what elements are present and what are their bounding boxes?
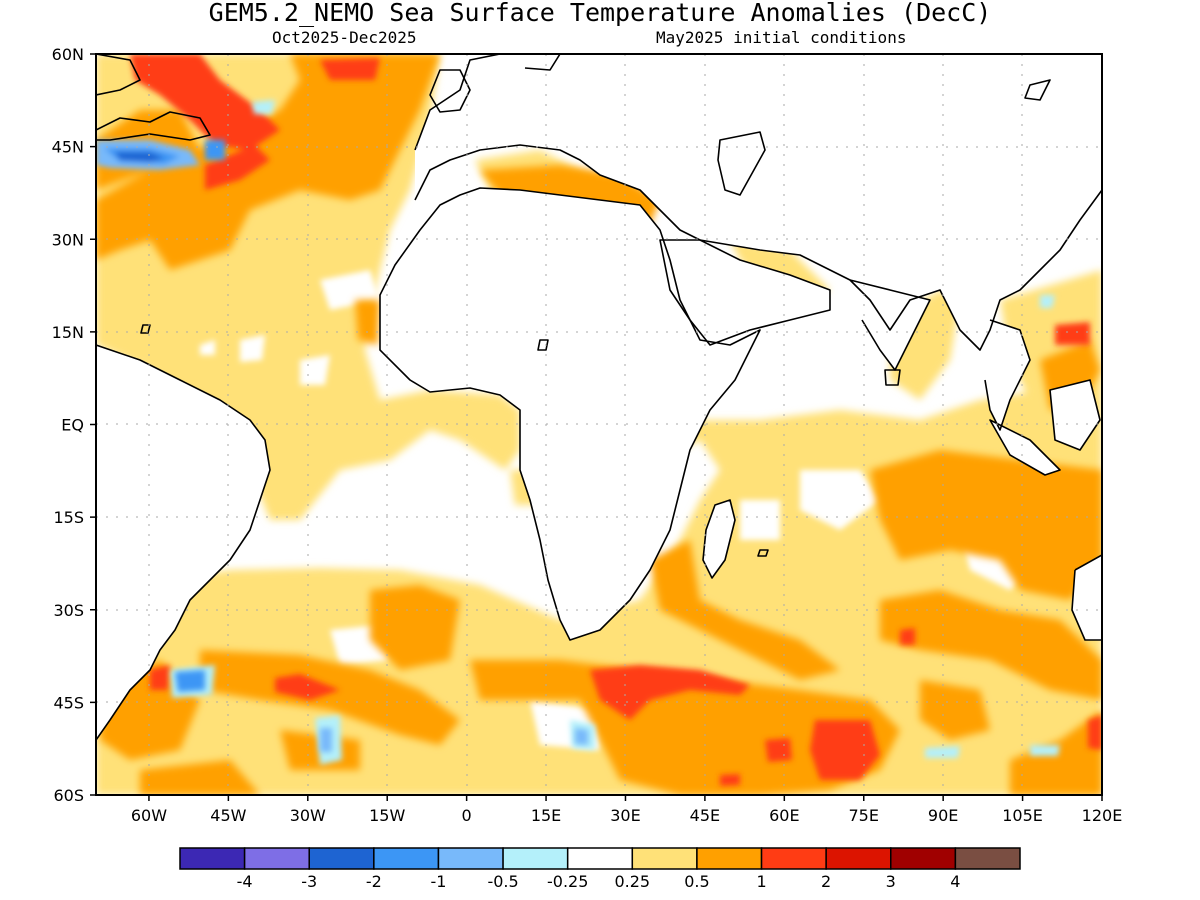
colorbar-label: 4 [950,872,960,891]
colorbar-label: -0.25 [547,872,588,891]
colorbar: -4 -3 -2 -1 -0.5 -0.25 0.25 0.5 1 2 3 4 [179,847,1021,891]
lon-label: 90E [928,806,958,825]
lat-label: 60N [52,45,84,64]
land [96,54,1102,740]
colorbar-swatch [825,847,892,870]
lon-label: 30W [290,806,326,825]
lat-label: EQ [61,416,84,435]
colorbar-label: 0.25 [614,872,650,891]
colorbar-swatch [308,847,375,870]
colorbar-swatch [566,847,634,870]
lat-label: 30N [52,230,84,249]
anomaly-negative-blue [96,140,588,752]
colorbar-label: 2 [821,872,831,891]
colorbar-swatch [631,847,698,870]
map-title: GEM5.2_NEMO Sea Surface Temperature Anom… [208,0,992,27]
lat-label: 15S [53,508,84,527]
colorbar-swatch [243,847,310,870]
graticule [96,54,1102,795]
lon-label: 60W [131,806,167,825]
lat-label: 45S [53,693,84,712]
colorbar-label: -0.5 [487,872,518,891]
lon-label: 60E [769,806,799,825]
colorbar-label: 0.5 [684,872,709,891]
lon-label: 15W [369,806,405,825]
latitude-axis: 60N 45N 30N 15N EQ 15S 30S 45S 60S [52,45,96,805]
lon-label: 105E [1002,806,1043,825]
forecast-period: Oct2025-Dec2025 [272,28,417,47]
lon-label: 120E [1082,806,1123,825]
coastlines [96,54,1102,741]
colorbar-swatch [696,847,763,870]
lat-label: 15N [52,323,84,342]
colorbar-label: -3 [301,872,317,891]
lon-label: 45E [690,806,720,825]
colorbar-swatch [954,847,1021,870]
lat-label: 30S [53,601,84,620]
colorbar-swatch [760,847,827,870]
colorbar-label: 3 [886,872,896,891]
initial-conditions: May2025 initial conditions [656,28,907,47]
colorbar-label: 1 [756,872,766,891]
colorbar-swatch [179,847,246,870]
lon-label: 15E [531,806,561,825]
colorbar-label: -1 [430,872,446,891]
colorbar-swatch [502,847,569,870]
colorbar-label: -4 [237,872,253,891]
colorbar-swatch [890,847,957,870]
lon-label: 75E [849,806,879,825]
anomaly-field [96,54,1102,795]
lon-label: 0 [462,806,472,825]
lon-label: 45W [210,806,246,825]
colorbar-swatch [437,847,504,870]
colorbar-label: -2 [366,872,382,891]
colorbar-swatch [373,847,440,870]
lon-label: 30E [610,806,640,825]
anomaly-0.5-1 [96,54,1102,795]
lat-label: 45N [52,138,84,157]
longitude-axis: 60W 45W 30W 15W 0 15E 30E 45E 60E 75E 90E 105E 120E [131,795,1122,825]
lat-label: 60S [53,786,84,805]
